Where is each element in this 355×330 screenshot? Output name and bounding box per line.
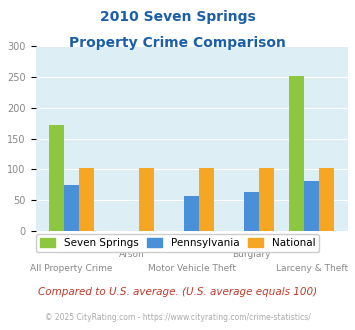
- Text: Property Crime Comparison: Property Crime Comparison: [69, 36, 286, 50]
- Text: Compared to U.S. average. (U.S. average equals 100): Compared to U.S. average. (U.S. average …: [38, 287, 317, 297]
- Text: © 2025 CityRating.com - https://www.cityrating.com/crime-statistics/: © 2025 CityRating.com - https://www.city…: [45, 314, 310, 322]
- Legend: Seven Springs, Pennsylvania, National: Seven Springs, Pennsylvania, National: [36, 234, 320, 252]
- Bar: [184, 196, 199, 231]
- Bar: [320, 168, 334, 231]
- Bar: [244, 192, 259, 231]
- Text: Motor Vehicle Theft: Motor Vehicle Theft: [148, 264, 236, 273]
- Bar: [139, 168, 154, 231]
- Bar: [259, 168, 274, 231]
- Text: Burglary: Burglary: [233, 250, 271, 259]
- Bar: [289, 76, 304, 231]
- Bar: [79, 168, 94, 231]
- Text: 2010 Seven Springs: 2010 Seven Springs: [100, 10, 255, 24]
- Bar: [64, 185, 79, 231]
- Bar: [49, 125, 64, 231]
- Text: Arson: Arson: [119, 250, 144, 259]
- Text: All Property Crime: All Property Crime: [30, 264, 113, 273]
- Bar: [304, 181, 320, 231]
- Bar: [199, 168, 214, 231]
- Text: Larceny & Theft: Larceny & Theft: [276, 264, 348, 273]
